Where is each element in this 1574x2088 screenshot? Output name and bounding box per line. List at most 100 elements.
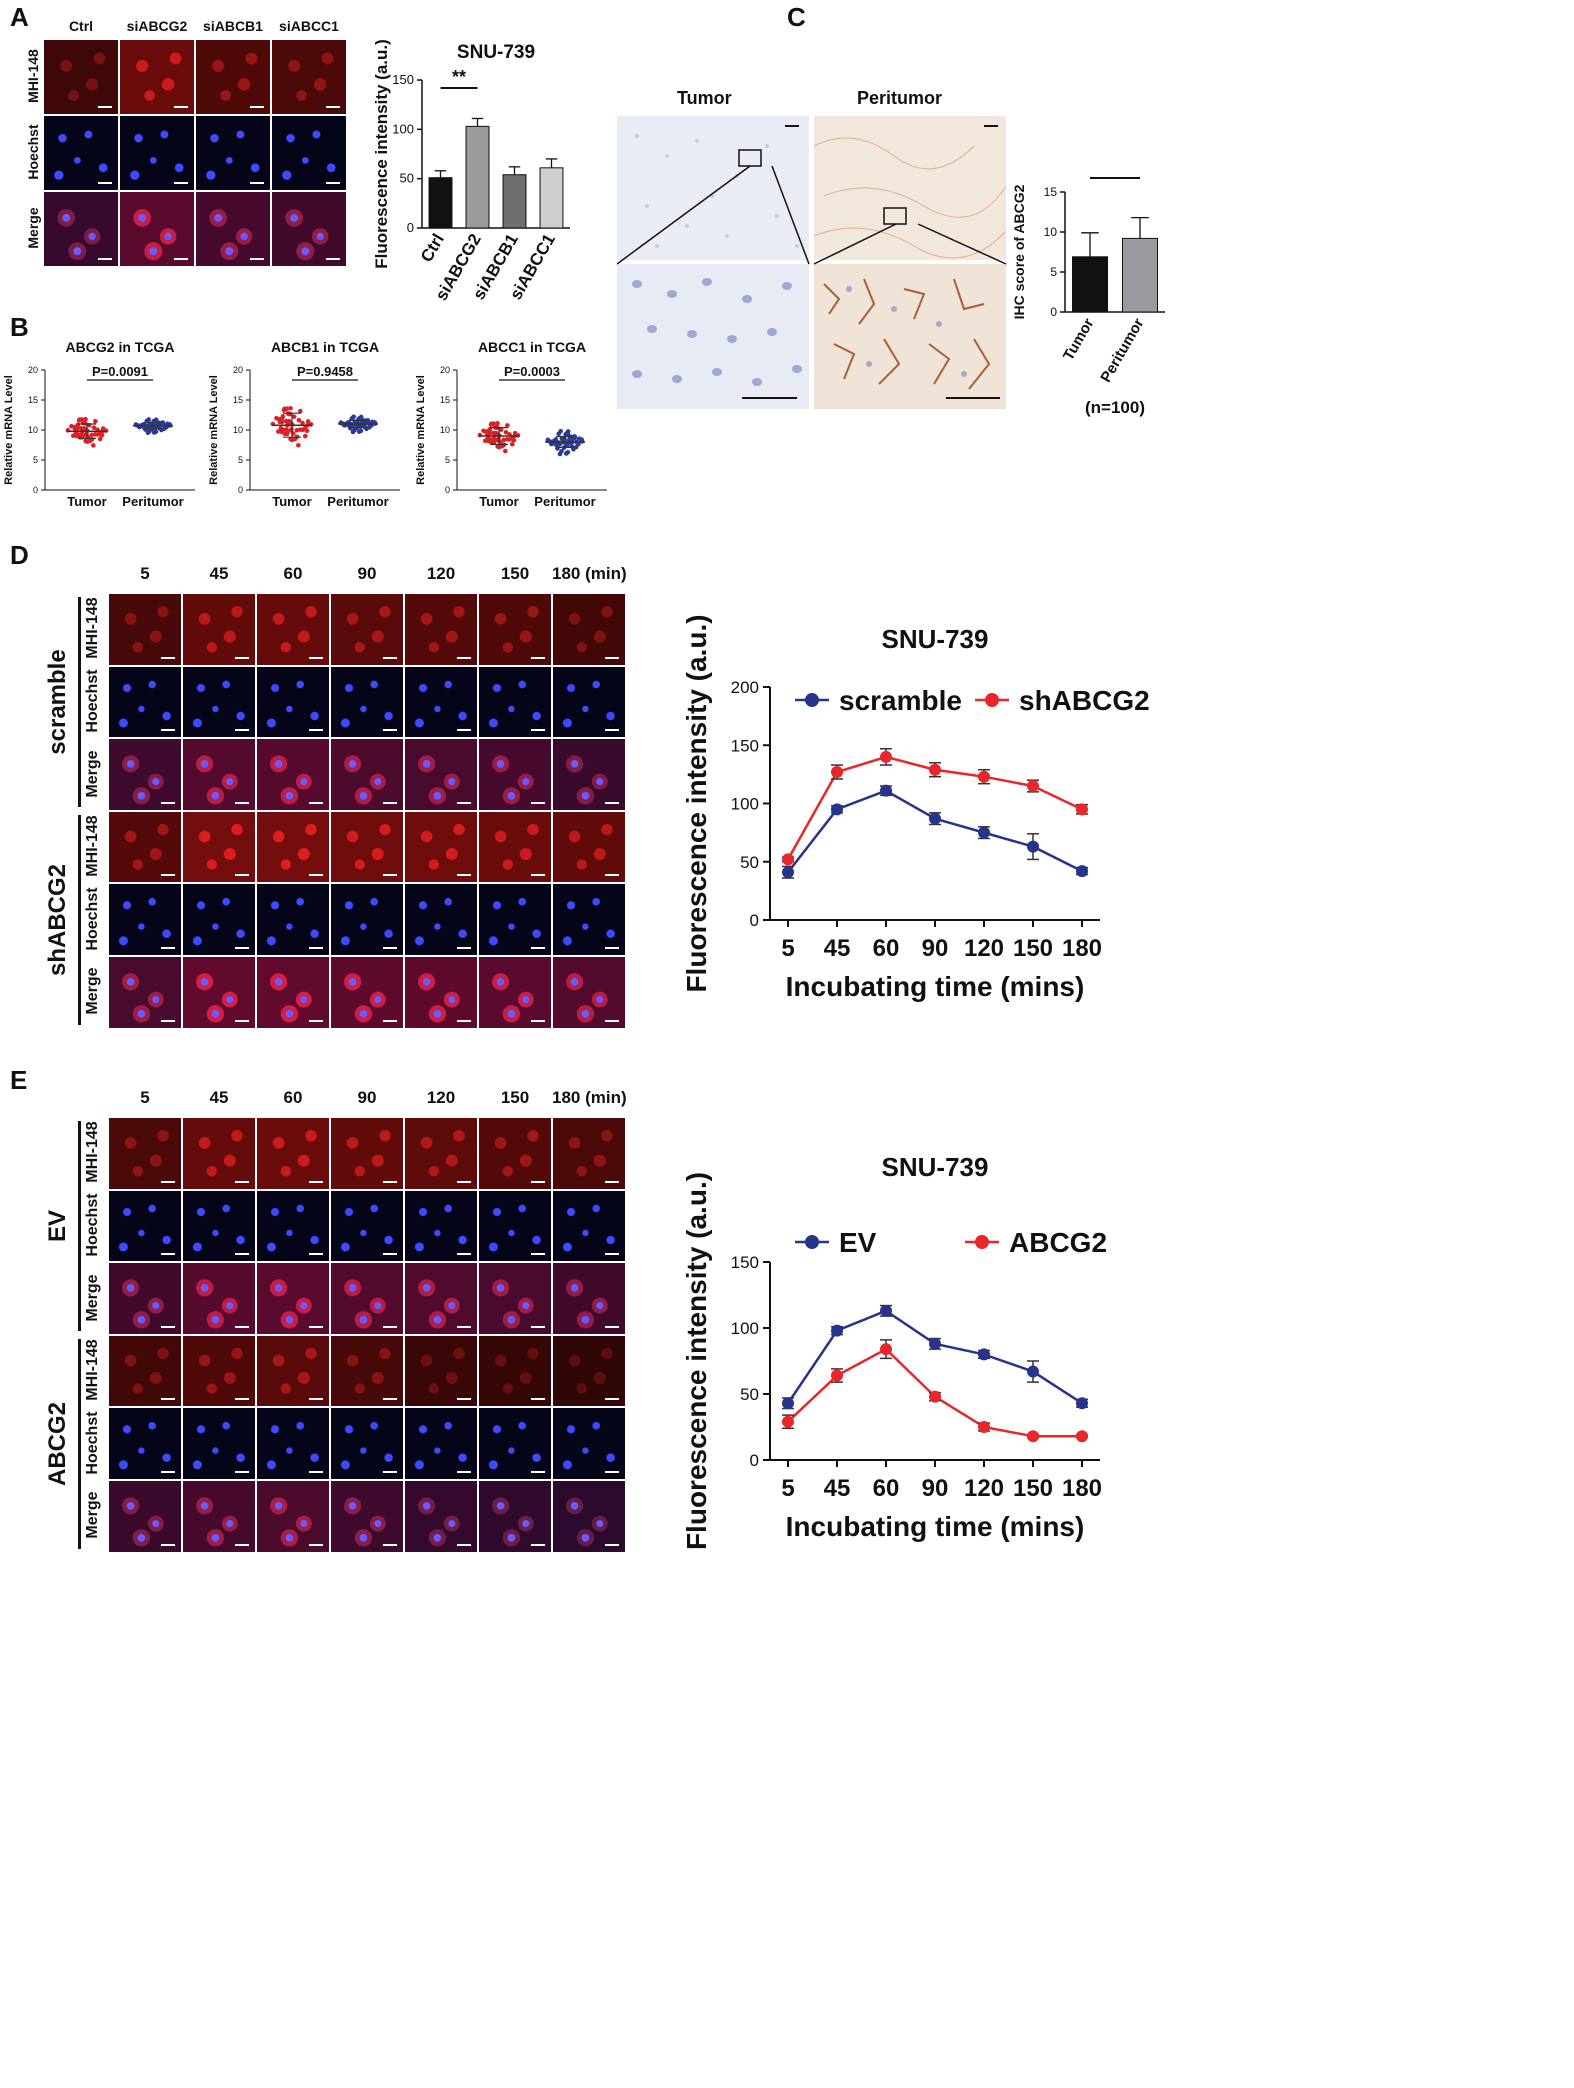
micrograph-cell [182,956,256,1029]
data-point [287,419,293,425]
micrograph-cell [478,665,552,739]
grid-col-label: 45 [209,564,229,583]
grid-col-label: 5 [140,1088,150,1107]
grid-row-label: Merge [84,749,101,798]
micrograph-cell [552,956,626,1029]
micrograph-cell [330,1407,404,1480]
micrograph-cell [330,956,404,1029]
grid-col-label: 5 [140,564,150,583]
data-point [277,419,283,425]
y-tick-label: 50 [400,171,414,186]
x-tick-label: 45 [824,935,851,962]
y-tick-label: 100 [392,121,414,136]
scale-bar [605,801,619,804]
micrograph-cell [330,883,404,956]
y-axis-label: IHC score of ABCG2 [1011,184,1027,319]
chart-title: ABCG2 in TCGA [66,339,175,355]
grid-row-label: MHI-148 [84,1339,101,1401]
bar [502,174,527,229]
micrograph-cell [256,593,330,666]
scale-bar [605,1019,619,1022]
micrograph-cell [43,191,119,267]
chart-title: SNU-739 [457,42,535,63]
panel-letter-b: B [10,312,29,342]
scale-bar [174,258,188,260]
data-point [93,418,98,424]
data-point [280,414,286,419]
y-tick-label: 10 [28,425,38,435]
micrograph-cell [119,39,195,115]
data-point [503,429,509,435]
data-point [880,784,892,797]
scale-bar [235,656,249,659]
micrograph-cell [108,593,182,666]
pvalue-label: P=0.0091 [92,364,148,379]
ihc-zoom-lines [617,165,1007,265]
micrograph-cell [478,1117,552,1190]
data-point [549,441,554,447]
grid-a-col-label: siABCB1 [203,18,263,34]
micrograph-cell [404,1334,478,1408]
y-tick-label: 0 [407,220,414,235]
micrograph-cell [182,738,256,811]
scale-bar [531,656,545,659]
grid-col-label: 150 [500,564,530,583]
chart-title: SNU-739 [882,624,989,654]
grid-group-label: ABCG2 [44,1401,71,1486]
micrograph-cell [182,665,256,739]
data-point [880,750,892,763]
scale-bar [457,874,471,877]
scale-bar [605,874,619,877]
micrograph-cell [552,1480,626,1553]
grid-col-label: 90 [357,564,377,583]
y-axis-label: Relative mRNA Level [3,375,15,485]
grid-col-label: 180 (min) [552,1088,627,1107]
ihc-tumor-low-mag [617,116,809,260]
micrograph-cell [404,883,478,956]
micrograph-cell [404,738,478,811]
panel-b-abcc1-scatter: 0 5 10 15 20 Tumor Peritumor ABCC1 in TCGA P=0.0… [415,339,607,509]
micrograph-cell [256,1480,330,1553]
scale-bar [250,182,264,184]
micrograph-cell [256,665,330,739]
bar [428,177,453,229]
x-tick-label: 60 [873,935,900,962]
y-tick-label: 20 [440,365,450,375]
data-point [481,428,486,434]
x-tick-label: 5 [781,935,794,962]
data-point [82,426,88,432]
data-point [782,853,794,866]
scale-bar [235,1398,249,1401]
grid-row-label: Hoechst [84,1411,101,1475]
y-tick-label: 15 [28,395,38,405]
data-point [72,426,78,432]
micrograph-cell [404,1117,478,1190]
y-tick-label: 0 [33,485,38,495]
ihc-col-label-tumor: Tumor [677,88,732,108]
scale-bar [309,874,323,877]
micrograph-cell [404,810,478,884]
micrograph-cell [182,593,256,666]
micrograph-cell [404,1407,478,1480]
scale-bar [161,1398,175,1401]
scale-bar [531,1543,545,1546]
y-tick-label: 50 [740,1385,759,1404]
micrograph-cell [330,593,404,666]
bar [465,125,490,229]
data-point [1076,803,1088,816]
data-point [304,428,310,434]
scale-bar [383,1180,397,1183]
micrograph-cell [195,39,271,115]
scale-bar [605,729,619,732]
data-point [296,417,302,423]
scale-bar [457,946,471,949]
scale-bar [309,946,323,949]
data-point [503,448,508,454]
y-axis-label: Fluorescence intensity (a.u.) [681,1172,712,1550]
chart-title: ABCB1 in TCGA [271,339,379,355]
data-point [89,432,95,438]
micrograph-cell [119,115,195,191]
y-tick-label: 10 [1044,225,1058,239]
y-tick-label: 10 [440,425,450,435]
pvalue-label: P=0.0003 [504,364,560,379]
